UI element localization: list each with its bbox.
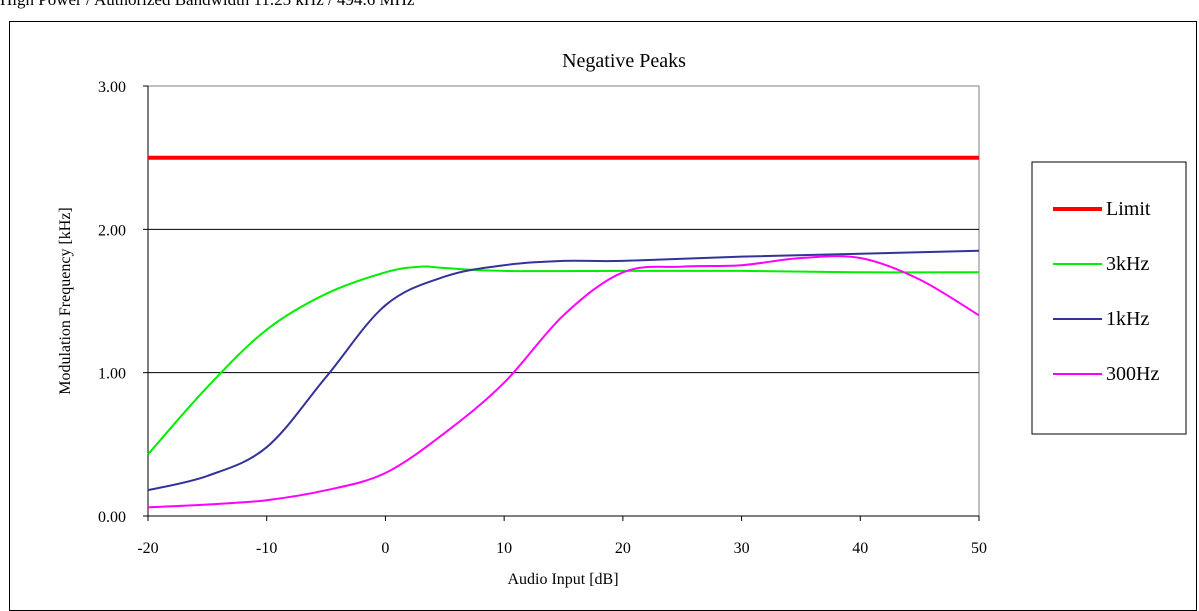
- legend: Limit 3kHz 1kHz 300Hz: [1031, 161, 1187, 435]
- y-axis-label: Modulation Frequency [kHz]: [57, 207, 74, 395]
- legend-label-limit: Limit: [1106, 198, 1151, 220]
- x-tick-label: 40: [852, 540, 868, 557]
- legend-label-3khz: 3kHz: [1106, 253, 1149, 275]
- axes: 0.00 1.00 2.00 3.00 -20 -10 0 10 20 30 40 50: [98, 79, 987, 557]
- series-line-3khz: [147, 265, 980, 456]
- series-line-1khz: [147, 249, 980, 492]
- y-tick-label: 0.00: [98, 509, 126, 526]
- series-line-300hz: [147, 255, 980, 509]
- x-tick-label: 50: [971, 540, 987, 557]
- chart-caption: High Power / Authorized Bandwidth 11.25 …: [0, 0, 414, 10]
- x-tick-label: -10: [256, 540, 277, 557]
- x-tick-label: 0: [381, 540, 389, 557]
- legend-label-300hz: 300Hz: [1106, 363, 1159, 385]
- x-tick-label: 30: [734, 540, 750, 557]
- grid-lines: [148, 228, 979, 374]
- x-tick-label: 20: [615, 540, 631, 557]
- chart-title: Negative Peaks: [562, 50, 686, 72]
- x-axis-label: Audio Input [dB]: [507, 571, 618, 588]
- plot-area: [147, 85, 980, 517]
- y-tick-label: 2.00: [98, 222, 126, 239]
- legend-label-1khz: 1kHz: [1106, 308, 1149, 330]
- x-tick-label: 10: [496, 540, 512, 557]
- x-tick-label: -20: [137, 540, 158, 557]
- y-tick-label: 1.00: [98, 366, 126, 383]
- y-tick-label: 3.00: [98, 79, 126, 96]
- series-lines: [147, 155, 980, 509]
